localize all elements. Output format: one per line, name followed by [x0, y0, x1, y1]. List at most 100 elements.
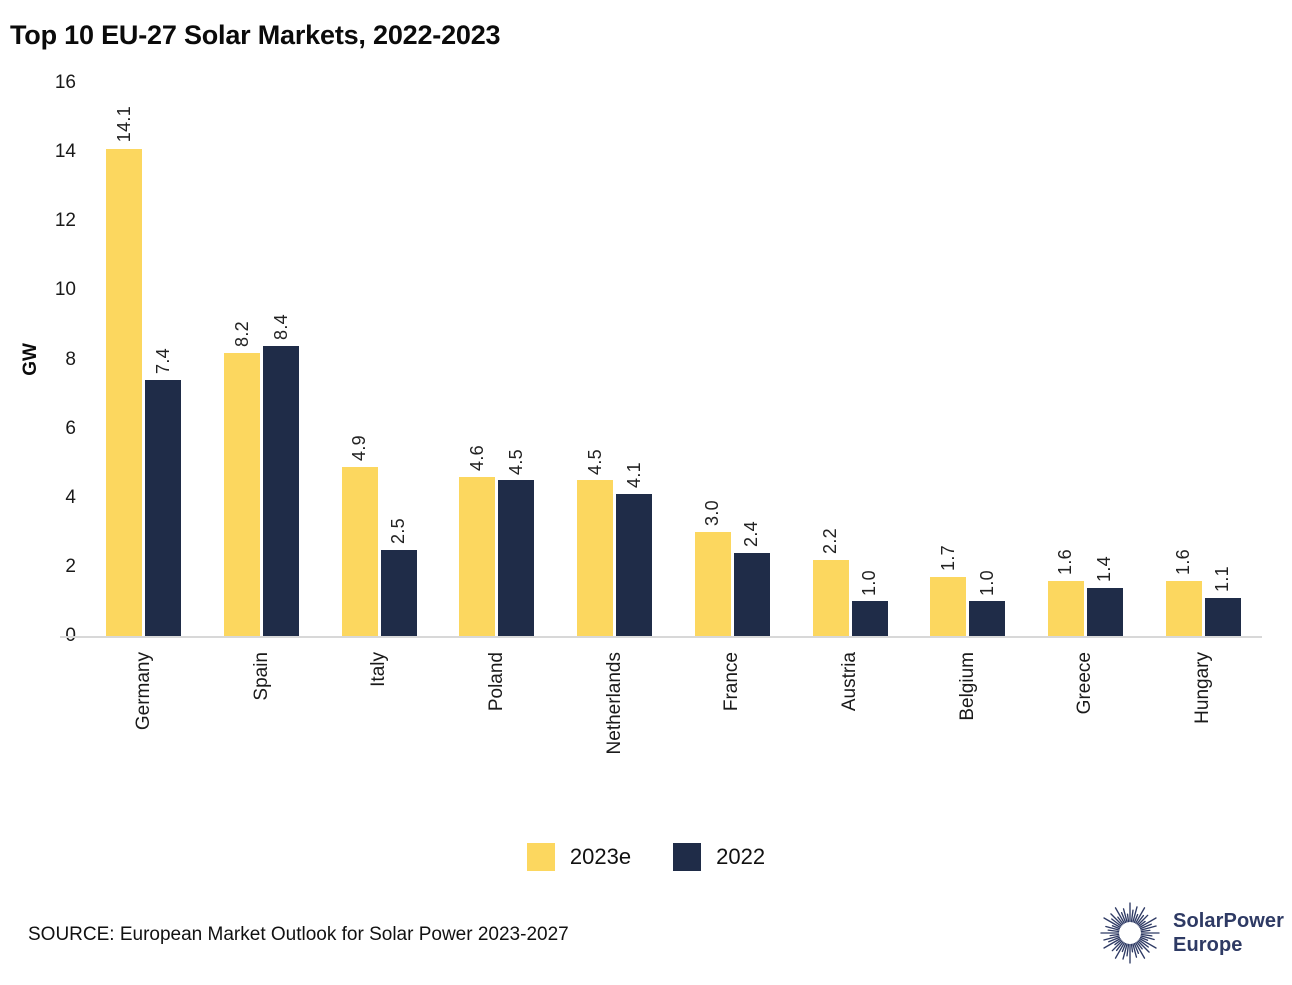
- bar-group-france: 3.0 2.4: [674, 83, 792, 636]
- bar-value-label: 7.4: [152, 348, 173, 375]
- x-label-cell-france: France: [674, 652, 792, 792]
- legend-item-2022: 2022: [673, 843, 765, 871]
- bar-group-austria: 2.2 1.0: [791, 83, 909, 636]
- bar-wrap-2023e-austria: 2.2: [812, 83, 849, 636]
- x-axis-line: [60, 636, 1262, 638]
- x-label-spain: Spain: [250, 652, 272, 701]
- sunburst-ray: [1135, 942, 1146, 959]
- sunburst-ray: [1135, 907, 1146, 924]
- bar-2023e-spain: [224, 352, 261, 636]
- bar-value-label: 8.2: [231, 320, 252, 347]
- bar-wrap-2023e-hungary: 1.6: [1165, 83, 1202, 636]
- y-tick-16: 16: [54, 72, 76, 93]
- bar-wrap-2022-spain: 8.4: [263, 83, 300, 636]
- x-label-cell-spain: Spain: [203, 652, 321, 792]
- bar-2022-italy: [380, 549, 417, 636]
- sunburst-ray: [1138, 920, 1146, 927]
- sunburst-ray: [1132, 943, 1138, 958]
- bar-2023e-netherlands: [577, 480, 614, 636]
- bar-wrap-2023e-belgium: 1.7: [930, 83, 967, 636]
- bar-value-label: 2.5: [388, 517, 409, 544]
- bar-wrap-2022-italy: 2.5: [380, 83, 417, 636]
- sunburst-ray: [1130, 943, 1134, 953]
- sunburst-ray: [1110, 913, 1123, 926]
- x-label-germany: Germany: [132, 652, 154, 731]
- sunburst-ray: [1114, 907, 1125, 924]
- sunburst-ray: [1120, 911, 1127, 924]
- bar-wrap-2022-greece: 1.4: [1086, 83, 1123, 636]
- sunburst-ray: [1139, 923, 1152, 930]
- sunburst-ray: [1140, 933, 1153, 937]
- x-label-hungary: Hungary: [1192, 652, 1214, 724]
- x-label-belgium: Belgium: [956, 652, 978, 721]
- y-tick-8: 8: [65, 348, 76, 370]
- sunburst-ray: [1109, 933, 1120, 937]
- sunburst-ray: [1130, 909, 1134, 923]
- x-label-greece: Greece: [1074, 652, 1096, 715]
- sunburst-ray: [1121, 942, 1127, 953]
- bar-wrap-2023e-france: 3.0: [694, 83, 731, 636]
- logo-text: SolarPower Europe: [1173, 909, 1284, 957]
- x-axis-labels: Germany Spain Italy Poland Netherlands France…: [85, 652, 1262, 792]
- sunburst-ray: [1111, 918, 1122, 927]
- legend-label-2022: 2022: [716, 844, 766, 869]
- bar-wrap-2023e-italy: 4.9: [341, 83, 378, 636]
- bar-value-label: 1.1: [1212, 566, 1233, 592]
- sunburst-ray: [1105, 925, 1120, 931]
- bar-wrap-2023e-netherlands: 4.5: [577, 83, 614, 636]
- chart-title: Top 10 EU-27 Solar Markets, 2022-2023: [10, 20, 501, 50]
- sunburst-ray: [1107, 929, 1120, 933]
- bar-2023e-hungary: [1165, 580, 1202, 636]
- sunburst-ray: [1103, 935, 1120, 941]
- bar-wrap-2022-austria: 1.0: [851, 83, 888, 636]
- bar-value-label: 1.4: [1094, 555, 1115, 582]
- y-tick-4: 4: [65, 486, 76, 508]
- bar-2023e-italy: [341, 466, 378, 636]
- sunburst-ray: [1140, 935, 1155, 941]
- bar-wrap-2022-hungary: 1.1: [1204, 83, 1241, 636]
- bar-wrap-2022-france: 2.4: [733, 83, 770, 636]
- sunburst-ray: [1103, 917, 1121, 928]
- sunburst-icon: [1100, 902, 1160, 964]
- bar-2023e-france: [694, 532, 731, 636]
- bar-2023e-germany: [106, 148, 143, 636]
- bar-2022-hungary: [1204, 597, 1241, 636]
- x-label-cell-belgium: Belgium: [909, 652, 1027, 792]
- y-tick-0: 0: [0, 625, 76, 647]
- bar-group-italy: 4.9 2.5: [320, 83, 438, 636]
- bar-2022-spain: [263, 345, 300, 636]
- sunburst-ray: [1132, 906, 1138, 923]
- bar-wrap-2023e-greece: 1.6: [1047, 83, 1084, 636]
- bar-value-label: 1.6: [1055, 548, 1076, 575]
- x-label-cell-greece: Greece: [1027, 652, 1145, 792]
- bar-group-netherlands: 4.5 4.1: [556, 83, 674, 636]
- sunburst-ray: [1108, 936, 1121, 943]
- bar-value-label: 3.0: [702, 500, 723, 527]
- sunburst-ray: [1136, 941, 1143, 950]
- sunburst-ray: [1133, 913, 1139, 924]
- bar-wrap-2022-poland: 4.5: [498, 83, 535, 636]
- sunburst-ray: [1140, 925, 1157, 931]
- bar-value-label: 8.4: [270, 313, 291, 340]
- x-label-cell-poland: Poland: [438, 652, 556, 792]
- sunburst-ray: [1126, 913, 1130, 923]
- x-label-cell-hungary: Hungary: [1144, 652, 1262, 792]
- bar-value-label: 4.5: [505, 448, 526, 475]
- bar-value-label: 4.1: [623, 462, 644, 489]
- bar-value-label: 14.1: [113, 106, 134, 143]
- logo-line1: SolarPower: [1173, 910, 1285, 932]
- bar-2022-belgium: [969, 601, 1006, 636]
- bar-2023e-poland: [459, 477, 496, 636]
- y-axis-ticks: 0 2 4 6 8 10 12 14 16: [0, 72, 76, 646]
- x-label-cell-austria: Austria: [791, 652, 909, 792]
- y-tick-10: 10: [54, 279, 76, 301]
- sunburst-ray: [1139, 936, 1149, 941]
- sunburst-ray: [1137, 940, 1150, 953]
- bar-group-belgium: 1.7 1.0: [909, 83, 1027, 636]
- bar-value-label: 4.9: [349, 434, 370, 461]
- sunburst-ray: [1140, 929, 1151, 933]
- sunburst-ray: [1114, 942, 1125, 959]
- source-text: SOURCE: European Market Outlook for Sola…: [28, 924, 569, 945]
- plot-area: 14.1 7.4 8.2 8.4 4.9 2.5 4.6 4.5 4.5 4.1 3.0 2.4 2.2…: [85, 83, 1262, 636]
- sunburst-ray: [1133, 942, 1140, 955]
